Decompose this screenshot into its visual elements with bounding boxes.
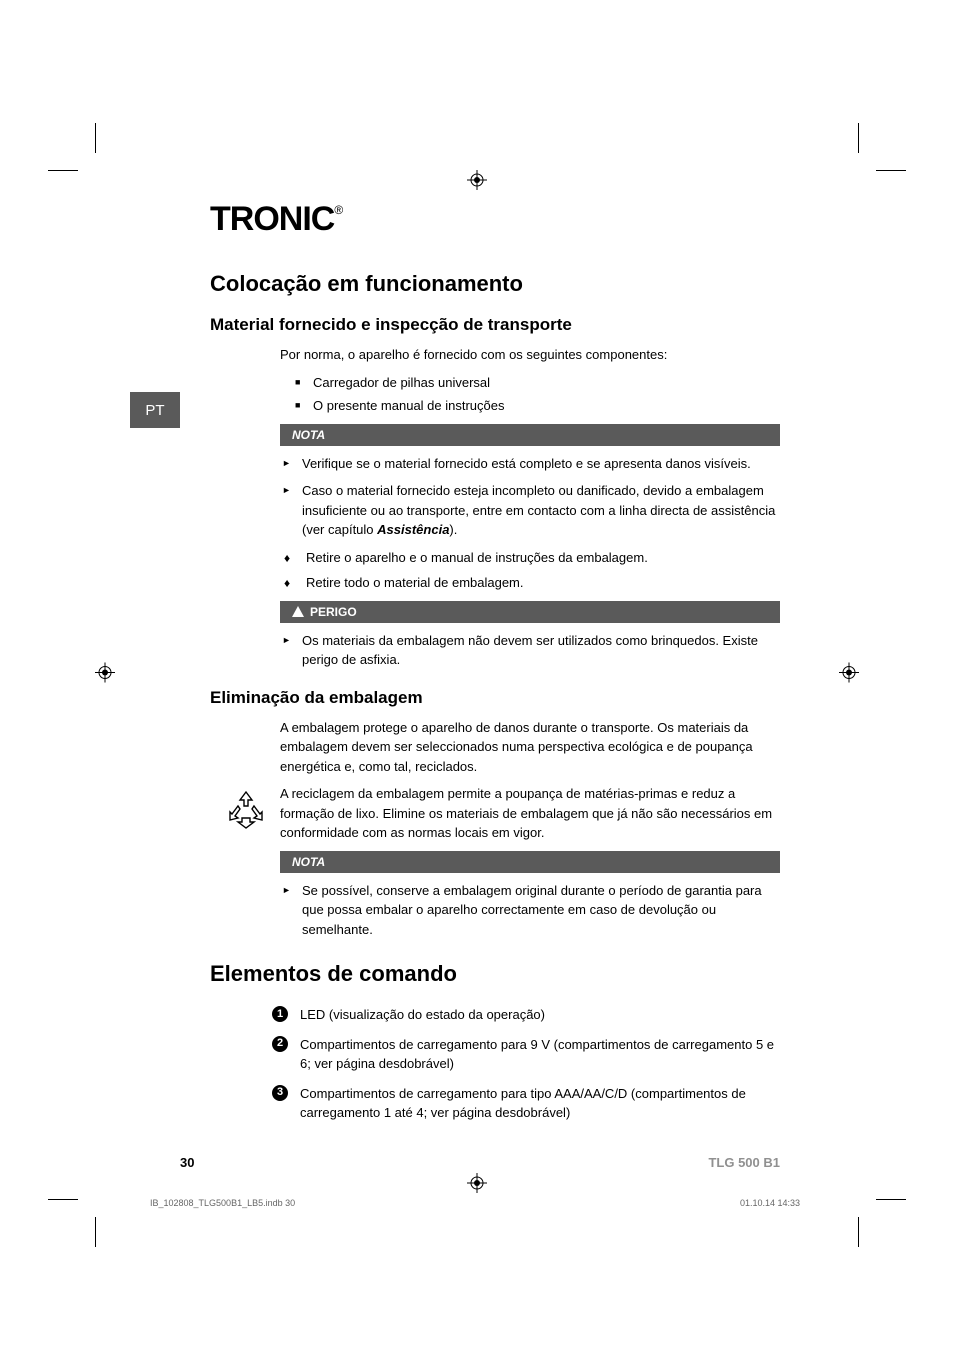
main-heading: Elementos de comando bbox=[210, 961, 780, 987]
language-tab: PT bbox=[130, 392, 180, 428]
danger-item: Os materiais da embalagem não devem ser … bbox=[280, 631, 780, 670]
danger-box: PERIGO Os materiais da embalagem não dev… bbox=[280, 601, 780, 670]
page-content: TRONIC® Colocação em funcionamento Mater… bbox=[210, 200, 780, 1133]
list-item: 1LED (visualização do estado da operação… bbox=[272, 1005, 780, 1025]
section-heading: Material fornecido e inspecção de transp… bbox=[210, 315, 780, 335]
recycle-section: A reciclagem da embalagem permite a poup… bbox=[224, 784, 780, 843]
supplied-items-list: Carregador de pilhas universal O present… bbox=[295, 373, 780, 416]
number-badge: 1 bbox=[272, 1006, 288, 1022]
section-heading: Eliminação da embalagem bbox=[210, 688, 780, 708]
recycle-icon bbox=[224, 786, 268, 830]
action-list: Retire o aparelho e o manual de instruçõ… bbox=[280, 548, 780, 593]
note-box: NOTA Verifique se o material fornecido e… bbox=[280, 424, 780, 540]
danger-header: PERIGO bbox=[280, 601, 780, 623]
note-item: Verifique se o material fornecido está c… bbox=[280, 454, 780, 474]
body-paragraph: A embalagem protege o aparelho de danos … bbox=[280, 718, 780, 777]
list-item: 2Compartimentos de carregamento para 9 V… bbox=[272, 1035, 780, 1074]
page-footer: 30 TLG 500 B1 bbox=[180, 1155, 780, 1170]
print-footer: IB_102808_TLG500B1_LB5.indb 30 01.10.14 … bbox=[150, 1198, 800, 1208]
body-paragraph: A reciclagem da embalagem permite a poup… bbox=[280, 784, 780, 843]
registration-mark-icon bbox=[95, 663, 115, 688]
list-item: 3Compartimentos de carregamento para tip… bbox=[272, 1084, 780, 1123]
note-header: NOTA bbox=[280, 851, 780, 873]
model-number: TLG 500 B1 bbox=[708, 1155, 780, 1170]
registration-mark-icon bbox=[839, 663, 859, 688]
list-item: Retire o aparelho e o manual de instruçõ… bbox=[280, 548, 780, 568]
page-number: 30 bbox=[180, 1155, 194, 1170]
warning-triangle-icon bbox=[292, 606, 304, 617]
controls-list: 1LED (visualização do estado da operação… bbox=[272, 1005, 780, 1123]
print-file-name: IB_102808_TLG500B1_LB5.indb 30 bbox=[150, 1198, 295, 1208]
brand-logo: TRONIC® bbox=[210, 200, 780, 239]
registration-mark-icon bbox=[467, 1173, 487, 1198]
list-item: Retire todo o material de embalagem. bbox=[280, 573, 780, 593]
number-badge: 2 bbox=[272, 1036, 288, 1052]
print-date: 01.10.14 14:33 bbox=[740, 1198, 800, 1208]
note-box: NOTA Se possível, conserve a embalagem o… bbox=[280, 851, 780, 940]
note-item: Caso o material fornecido esteja incompl… bbox=[280, 481, 780, 540]
list-item: O presente manual de instruções bbox=[295, 396, 780, 416]
note-item: Se possível, conserve a embalagem origin… bbox=[280, 881, 780, 940]
intro-text: Por norma, o aparelho é fornecido com os… bbox=[280, 345, 780, 365]
list-item: Carregador de pilhas universal bbox=[295, 373, 780, 393]
number-badge: 3 bbox=[272, 1085, 288, 1101]
registration-mark-icon bbox=[467, 170, 487, 195]
note-header: NOTA bbox=[280, 424, 780, 446]
main-heading: Colocação em funcionamento bbox=[210, 271, 780, 297]
